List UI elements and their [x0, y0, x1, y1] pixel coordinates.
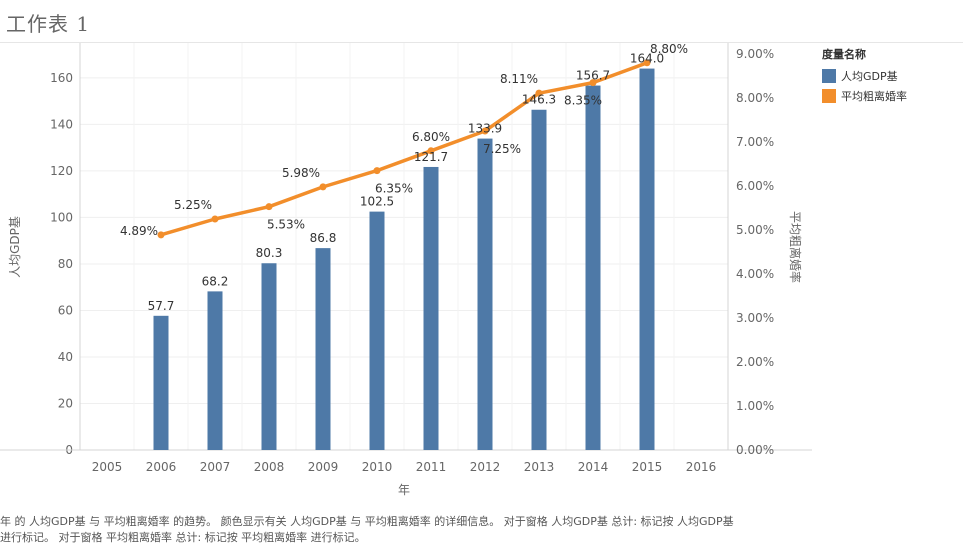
y-tick-label: 100	[50, 210, 73, 224]
y2-tick-label: 9.00%	[736, 47, 774, 61]
bar-data-label: 102.5	[360, 195, 394, 209]
legend-item-divorce-rate[interactable]: 平均粗离婚率	[822, 86, 907, 106]
legend-label-gdp: 人均GDP基	[841, 70, 898, 83]
y2-axis-title: 平均粗离婚率	[788, 211, 803, 283]
y2-tick-label: 4.00%	[736, 267, 774, 281]
y-tick-label: 160	[50, 71, 73, 85]
title-divider	[0, 42, 963, 43]
x-tick-label: 2014	[578, 460, 609, 474]
y-tick-label: 140	[50, 117, 73, 131]
y-axis-title: 人均GDP基	[8, 216, 22, 278]
y-tick-label: 40	[58, 350, 73, 364]
bar-gdp	[477, 138, 493, 450]
y2-tick-label: 6.00%	[736, 179, 774, 193]
bar-gdp	[531, 109, 547, 451]
line-data-label: 5.98%	[282, 166, 320, 180]
y-tick-label: 120	[50, 164, 73, 178]
legend: 度量名称 人均GDP基 平均粗离婚率	[822, 46, 907, 106]
bar-data-label: 156.7	[576, 69, 610, 83]
bar-gdp	[207, 291, 223, 450]
bar-gdp	[585, 85, 601, 450]
legend-label-divorce-rate: 平均粗离婚率	[841, 90, 907, 103]
y2-tick-label: 8.00%	[736, 91, 774, 105]
chart-caption: 年 的 人均GDP基 与 平均粗离婚率 的趋势。 颜色显示有关 人均GDP基 与…	[0, 515, 734, 544]
y2-tick-label: 5.00%	[736, 223, 774, 237]
y-tick-label: 80	[58, 257, 73, 271]
bar-gdp	[423, 166, 439, 450]
line-data-label: 7.25%	[483, 142, 521, 156]
legend-title: 度量名称	[822, 48, 866, 61]
y2-tick-label: 3.00%	[736, 311, 774, 325]
legend-item-gdp[interactable]: 人均GDP基	[822, 66, 907, 86]
x-tick-label: 2013	[524, 460, 555, 474]
bar-data-label: 164.0	[630, 52, 664, 66]
bar-gdp	[261, 263, 277, 450]
x-tick-label: 2007	[200, 460, 231, 474]
bar-gdp	[639, 68, 655, 450]
line-data-label: 6.35%	[375, 182, 413, 196]
line-data-label: 8.35%	[564, 94, 602, 108]
x-tick-label: 2005	[92, 460, 123, 474]
y-tick-label: 20	[58, 396, 73, 410]
legend-swatch-divorce-rate	[822, 89, 836, 103]
x-tick-label: 2011	[416, 460, 447, 474]
y2-tick-label: 1.00%	[736, 399, 774, 413]
x-tick-label: 2012	[470, 460, 501, 474]
point-divorce-rate	[535, 89, 543, 97]
x-tick-label: 2015	[632, 460, 663, 474]
line-data-label: 4.89%	[120, 224, 158, 238]
chart: 0204060801001201401600.00%1.00%2.00%3.00…	[0, 42, 812, 497]
bar-data-label: 57.7	[148, 299, 175, 313]
x-tick-label: 2016	[686, 460, 717, 474]
bar-data-label: 80.3	[256, 246, 283, 260]
point-divorce-rate	[481, 127, 489, 135]
bar-data-label: 86.8	[310, 231, 337, 245]
point-divorce-rate	[319, 183, 327, 191]
bar-gdp	[315, 248, 331, 450]
bar-data-label: 68.2	[202, 274, 229, 288]
y2-tick-label: 7.00%	[736, 135, 774, 149]
y2-tick-label: 0.00%	[736, 443, 774, 457]
bar-gdp	[369, 211, 385, 450]
line-divorce-rate	[159, 61, 649, 237]
line-data-label: 8.80%	[650, 42, 688, 56]
bar-data-label: 133.9	[468, 122, 502, 136]
point-divorce-rate	[265, 203, 273, 211]
x-tick-label: 2010	[362, 460, 393, 474]
x-tick-label: 2008	[254, 460, 285, 474]
x-tick-label: 2006	[146, 460, 177, 474]
point-divorce-rate	[589, 79, 597, 87]
point-divorce-rate	[373, 167, 381, 175]
y-tick-label: 60	[58, 303, 73, 317]
point-divorce-rate	[643, 59, 651, 67]
line-data-label: 8.11%	[500, 72, 538, 86]
bar-data-label: 146.3	[522, 93, 556, 107]
x-tick-label: 2009	[308, 460, 339, 474]
point-divorce-rate	[157, 231, 165, 239]
point-divorce-rate	[211, 215, 219, 223]
line-data-label: 6.80%	[412, 130, 450, 144]
sheet-title: 工作表 1	[6, 12, 91, 36]
legend-swatch-gdp	[822, 69, 836, 83]
line-data-label: 5.53%	[267, 218, 305, 232]
point-divorce-rate	[427, 147, 435, 155]
bar-data-label: 121.7	[414, 150, 448, 164]
line-data-label: 5.25%	[174, 198, 212, 212]
bar-gdp	[153, 315, 169, 450]
x-axis-title: 年	[398, 483, 410, 497]
y2-tick-label: 2.00%	[736, 355, 774, 369]
